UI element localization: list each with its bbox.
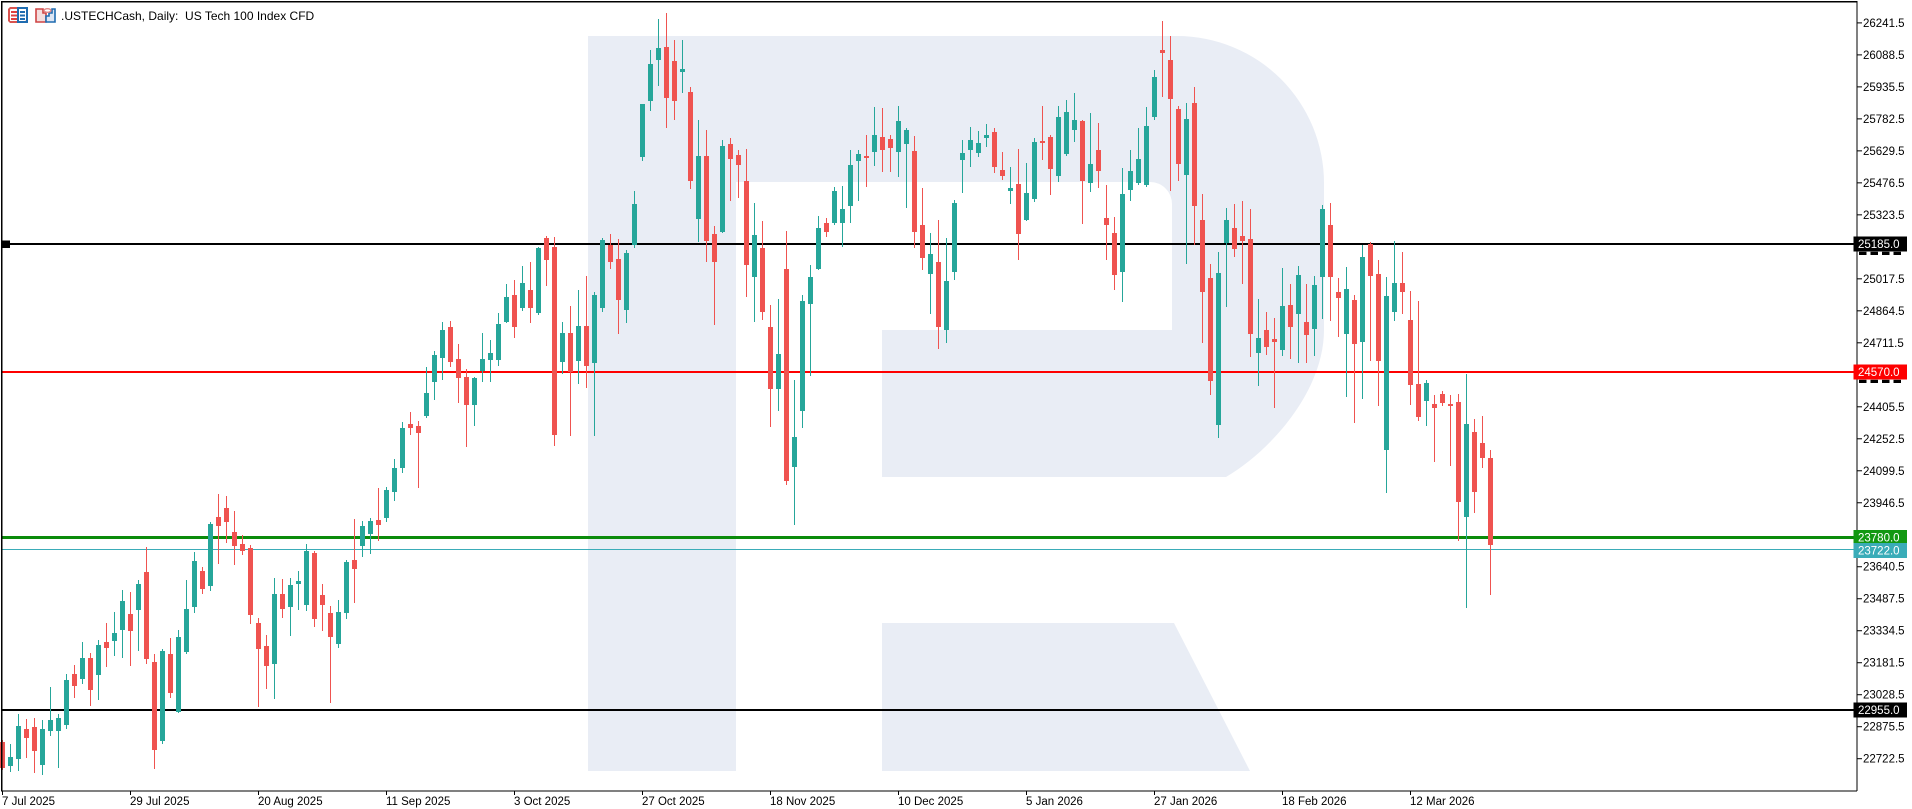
- svg-text:20 Aug 2025: 20 Aug 2025: [258, 796, 323, 808]
- svg-text:25782.5: 25782.5: [1863, 114, 1905, 126]
- svg-text:18 Nov 2025: 18 Nov 2025: [770, 796, 835, 808]
- svg-text:23780.0: 23780.0: [1858, 533, 1900, 545]
- svg-text:29 Jul 2025: 29 Jul 2025: [130, 796, 189, 808]
- svg-text:25629.5: 25629.5: [1863, 146, 1905, 158]
- svg-text:22955.0: 22955.0: [1858, 705, 1900, 717]
- svg-text:25476.5: 25476.5: [1863, 178, 1905, 190]
- svg-text:24405.5: 24405.5: [1863, 402, 1905, 414]
- svg-text:.USTECHCash, Daily: US Tech 1: .USTECHCash, Daily: US Tech 100 Index CF…: [61, 9, 315, 23]
- svg-text:27 Jan 2026: 27 Jan 2026: [1154, 796, 1217, 808]
- svg-text:26241.5: 26241.5: [1863, 18, 1905, 30]
- svg-text:25185.0: 25185.0: [1858, 239, 1900, 251]
- svg-text:23181.5: 23181.5: [1863, 658, 1905, 670]
- svg-text:3 Oct 2025: 3 Oct 2025: [514, 796, 570, 808]
- svg-text:11 Sep 2025: 11 Sep 2025: [386, 796, 450, 808]
- svg-text:25323.5: 25323.5: [1863, 210, 1905, 222]
- svg-text:10 Dec 2025: 10 Dec 2025: [898, 796, 963, 808]
- svg-text:7 Jul 2025: 7 Jul 2025: [2, 796, 55, 808]
- svg-text:25017.5: 25017.5: [1863, 274, 1905, 286]
- svg-text:24099.5: 24099.5: [1863, 466, 1905, 478]
- svg-text:24864.5: 24864.5: [1863, 306, 1905, 318]
- svg-text:23946.5: 23946.5: [1863, 498, 1905, 510]
- svg-text:5 Jan 2026: 5 Jan 2026: [1026, 796, 1083, 808]
- svg-text:25935.5: 25935.5: [1863, 82, 1905, 94]
- svg-text:26088.5: 26088.5: [1863, 50, 1905, 62]
- svg-text:24570.0: 24570.0: [1858, 367, 1900, 379]
- svg-text:18 Feb 2026: 18 Feb 2026: [1282, 796, 1347, 808]
- svg-text:22722.5: 22722.5: [1863, 754, 1905, 766]
- svg-text:23334.5: 23334.5: [1863, 626, 1905, 638]
- svg-text:23487.5: 23487.5: [1863, 594, 1905, 606]
- svg-text:27 Oct 2025: 27 Oct 2025: [642, 796, 705, 808]
- svg-text:22875.5: 22875.5: [1863, 722, 1905, 734]
- svg-text:12 Mar 2026: 12 Mar 2026: [1410, 796, 1475, 808]
- svg-text:23028.5: 23028.5: [1863, 690, 1905, 702]
- svg-text:23722.0: 23722.0: [1858, 546, 1900, 558]
- svg-text:23640.5: 23640.5: [1863, 562, 1905, 574]
- svg-text:24252.5: 24252.5: [1863, 434, 1905, 446]
- svg-text:24711.5: 24711.5: [1863, 338, 1904, 350]
